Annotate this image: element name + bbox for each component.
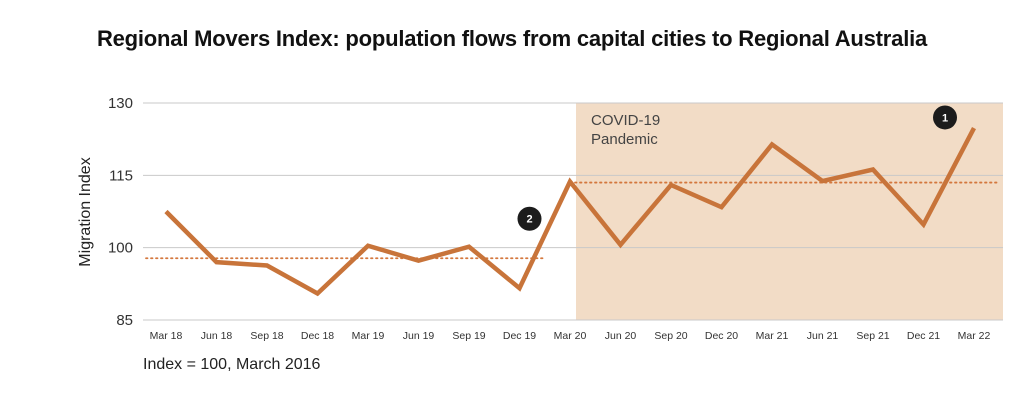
x-tick-label: Sep 20	[654, 330, 687, 342]
pandemic-label: COVID-19 Pandemic	[591, 112, 660, 148]
marker-badge	[517, 206, 542, 231]
x-tick-label: Mar 18	[150, 330, 183, 342]
marker-badge	[933, 105, 957, 130]
y-tick-label: 85	[116, 312, 133, 329]
x-tick-label: Dec 21	[907, 330, 940, 342]
x-tick-label: Jun 20	[605, 330, 637, 342]
x-tick-label: Jun 19	[403, 330, 435, 342]
x-tick-label: Dec 20	[705, 330, 738, 342]
pandemic-label-line: Pandemic	[591, 131, 658, 148]
x-tick-label: Dec 18	[301, 330, 334, 342]
x-tick-label: Sep 18	[250, 330, 283, 342]
x-tick-label: Mar 19	[352, 330, 385, 342]
x-tick-label: Mar 21	[756, 330, 789, 342]
y-axis-label: Migration Index	[77, 157, 94, 266]
x-tick-label: Sep 21	[856, 330, 889, 342]
x-tick-label: Jun 18	[201, 330, 233, 342]
x-tick-label: Dec 19	[503, 330, 536, 342]
index-note: Index = 100, March 2016	[143, 356, 321, 373]
y-tick-label: 100	[108, 240, 133, 257]
x-tick-label: Mar 22	[958, 330, 991, 342]
pandemic-label-line: COVID-19	[591, 112, 660, 129]
x-tick-label: Sep 19	[452, 330, 485, 342]
marker-label: 2	[526, 214, 532, 226]
y-tick-label: 130	[108, 95, 133, 112]
x-tick-label: Mar 20	[554, 330, 587, 342]
y-tick-label: 115	[109, 167, 133, 184]
chart-title: Regional Movers Index: population flows …	[96, 26, 928, 51]
marker-label: 1	[942, 112, 948, 124]
x-tick-label: Jun 21	[807, 330, 839, 342]
